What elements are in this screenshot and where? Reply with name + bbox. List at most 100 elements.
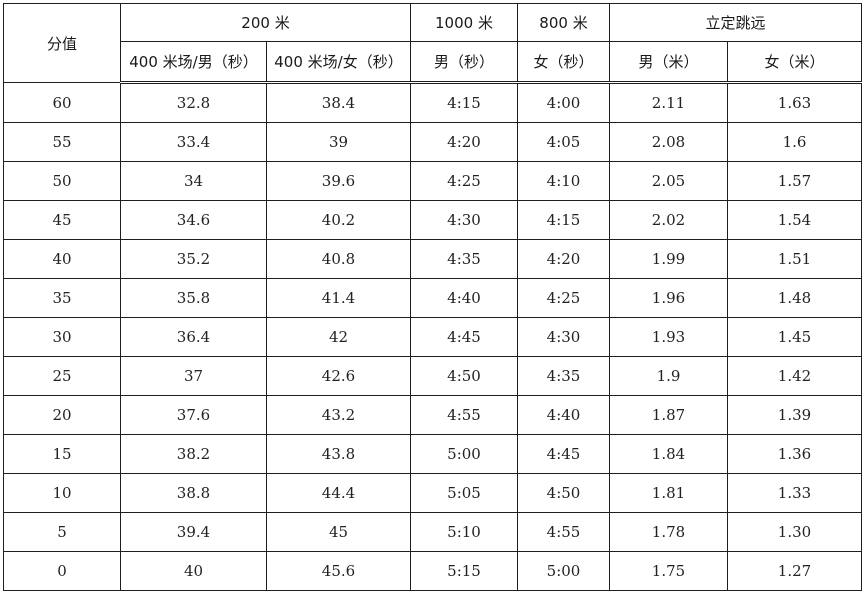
run-800m-group-header: 800 米 <box>517 3 610 42</box>
run-800m-female-cell: 4:05 <box>517 122 610 162</box>
run-800m-female-cell: 4:15 <box>517 200 610 240</box>
table-row: 20 37.6 43.2 4:55 4:40 1.87 1.39 <box>3 395 863 435</box>
run-800m-female-cell: 4:30 <box>517 317 610 357</box>
run-200m-female-header: 400 米场/女（秒） <box>266 41 411 84</box>
run-200m-male-cell: 32.8 <box>120 82 267 123</box>
run-200m-female-cell: 45.6 <box>266 551 411 591</box>
run-200m-male-header: 400 米场/男（秒） <box>120 41 267 84</box>
table-row: 10 38.8 44.4 5:05 4:50 1.81 1.33 <box>3 473 863 513</box>
table-header: 分值 200 米 1000 米 800 米 立定跳远 400 米场/男（秒） 4… <box>3 3 863 84</box>
standing-long-jump-group-header: 立定跳远 <box>608 3 863 42</box>
jump-female-cell: 1.42 <box>726 356 863 396</box>
score-cell: 55 <box>3 122 121 162</box>
table-row: 25 37 42.6 4:50 4:35 1.9 1.42 <box>3 356 863 396</box>
score-cell: 15 <box>3 434 121 474</box>
run-200m-female-cell: 45 <box>266 512 411 552</box>
run-200m-male-cell: 35.2 <box>120 239 267 279</box>
jump-male-cell: 1.84 <box>609 434 728 474</box>
run-800m-female-cell: 4:25 <box>517 278 610 318</box>
jump-male-cell: 1.78 <box>609 512 728 552</box>
score-cell: 60 <box>3 82 121 123</box>
run-800m-female-cell: 5:00 <box>517 551 610 591</box>
run-200m-female-cell: 39.6 <box>266 161 411 201</box>
jump-male-header: 男（米） <box>609 41 728 84</box>
run-800m-female-cell: 4:55 <box>517 512 610 552</box>
run-200m-male-cell: 33.4 <box>120 122 267 162</box>
jump-male-cell: 1.75 <box>609 551 728 591</box>
run-200m-male-cell: 35.8 <box>120 278 267 318</box>
run-200m-female-cell: 38.4 <box>266 82 411 123</box>
jump-male-cell: 2.02 <box>609 200 728 240</box>
table-row: 60 32.8 38.4 4:15 4:00 2.11 1.63 <box>3 82 863 123</box>
jump-female-cell: 1.36 <box>726 434 863 474</box>
run-200m-male-cell: 38.8 <box>120 473 267 513</box>
table-body: 60 32.8 38.4 4:15 4:00 2.11 1.63 55 33.4 39 4:20 4:… <box>3 82 863 591</box>
run-1000m-male-cell: 5:10 <box>410 512 518 552</box>
run-1000m-male-cell: 4:20 <box>410 122 518 162</box>
score-cell: 25 <box>3 356 121 396</box>
run-1000m-male-cell: 4:55 <box>410 395 518 435</box>
run-200m-male-cell: 36.4 <box>120 317 267 357</box>
scoring-table: 分值 200 米 1000 米 800 米 立定跳远 400 米场/男（秒） 4… <box>3 3 863 591</box>
run-800m-female-cell: 4:10 <box>517 161 610 201</box>
score-column-header: 分值 <box>3 3 121 83</box>
jump-female-cell: 1.54 <box>726 200 863 240</box>
run-1000m-male-cell: 5:05 <box>410 473 518 513</box>
score-cell: 35 <box>3 278 121 318</box>
run-200m-group-header: 200 米 <box>120 3 411 42</box>
score-cell: 0 <box>3 551 121 591</box>
jump-female-cell: 1.33 <box>726 473 863 513</box>
score-cell: 30 <box>3 317 121 357</box>
run-1000m-male-cell: 5:00 <box>410 434 518 474</box>
run-1000m-male-cell: 4:15 <box>410 82 518 123</box>
run-1000m-male-cell: 4:45 <box>410 317 518 357</box>
jump-female-cell: 1.57 <box>726 161 863 201</box>
jump-female-cell: 1.51 <box>726 239 863 279</box>
run-1000m-male-header: 男（秒） <box>410 41 518 84</box>
run-200m-male-cell: 38.2 <box>120 434 267 474</box>
jump-male-cell: 1.96 <box>609 278 728 318</box>
jump-female-cell: 1.27 <box>726 551 863 591</box>
run-800m-female-cell: 4:20 <box>517 239 610 279</box>
jump-female-cell: 1.6 <box>726 122 863 162</box>
jump-male-cell: 2.11 <box>609 82 728 123</box>
jump-male-cell: 2.08 <box>609 122 728 162</box>
run-200m-male-cell: 37 <box>120 356 267 396</box>
table-row: 50 34 39.6 4:25 4:10 2.05 1.57 <box>3 161 863 201</box>
jump-male-cell: 1.81 <box>609 473 728 513</box>
jump-female-cell: 1.30 <box>726 512 863 552</box>
jump-male-cell: 1.87 <box>609 395 728 435</box>
jump-female-header: 女（米） <box>726 41 863 84</box>
jump-female-cell: 1.45 <box>726 317 863 357</box>
run-1000m-male-cell: 4:30 <box>410 200 518 240</box>
run-200m-male-cell: 34 <box>120 161 267 201</box>
run-200m-male-cell: 40 <box>120 551 267 591</box>
header-row-subcolumns: 400 米场/男（秒） 400 米场/女（秒） 男（秒） 女（秒） 男（米） 女… <box>4 41 863 84</box>
jump-female-cell: 1.48 <box>726 278 863 318</box>
run-1000m-male-cell: 4:40 <box>410 278 518 318</box>
run-200m-female-cell: 42 <box>266 317 411 357</box>
table-row: 55 33.4 39 4:20 4:05 2.08 1.6 <box>3 122 863 162</box>
run-200m-female-cell: 42.6 <box>266 356 411 396</box>
jump-male-cell: 1.99 <box>609 239 728 279</box>
run-800m-female-cell: 4:40 <box>517 395 610 435</box>
table-row: 0 40 45.6 5:15 5:00 1.75 1.27 <box>3 551 863 591</box>
table-row: 15 38.2 43.8 5:00 4:45 1.84 1.36 <box>3 434 863 474</box>
score-cell: 45 <box>3 200 121 240</box>
jump-male-cell: 2.05 <box>609 161 728 201</box>
run-800m-female-cell: 4:35 <box>517 356 610 396</box>
run-1000m-male-cell: 5:15 <box>410 551 518 591</box>
run-200m-female-cell: 43.2 <box>266 395 411 435</box>
score-cell: 50 <box>3 161 121 201</box>
jump-female-cell: 1.63 <box>726 82 863 123</box>
run-200m-female-cell: 44.4 <box>266 473 411 513</box>
table-row: 45 34.6 40.2 4:30 4:15 2.02 1.54 <box>3 200 863 240</box>
table-row: 35 35.8 41.4 4:40 4:25 1.96 1.48 <box>3 278 863 318</box>
run-1000m-male-cell: 4:50 <box>410 356 518 396</box>
run-200m-female-cell: 40.8 <box>266 239 411 279</box>
run-1000m-male-cell: 4:25 <box>410 161 518 201</box>
jump-male-cell: 1.9 <box>609 356 728 396</box>
run-800m-female-cell: 4:50 <box>517 473 610 513</box>
run-200m-male-cell: 34.6 <box>120 200 267 240</box>
run-200m-male-cell: 39.4 <box>120 512 267 552</box>
